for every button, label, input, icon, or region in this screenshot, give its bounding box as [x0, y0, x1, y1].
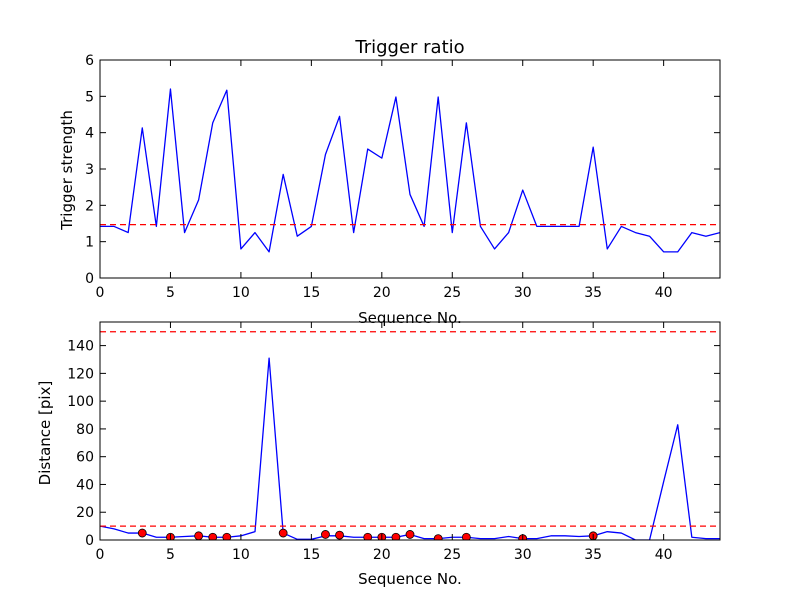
data-point-marker [335, 530, 344, 540]
y-tick-label: 20 [76, 505, 94, 521]
y-tick-label: 40 [76, 477, 94, 493]
x-tick-label: 35 [584, 285, 602, 301]
x-tick-label: 40 [655, 547, 673, 563]
y-tick-label: 120 [67, 366, 94, 382]
y-tick-label: 80 [76, 422, 94, 438]
x-tick-label: 40 [655, 285, 673, 301]
x-axis-label: Sequence No. [358, 570, 462, 588]
data-point-marker [194, 531, 204, 540]
x-tick-label: 5 [166, 547, 175, 563]
series-group [100, 88, 720, 253]
x-tick-label: 15 [302, 547, 320, 563]
chart-title: Trigger ratio [354, 37, 464, 58]
x-tick-label: 30 [514, 547, 532, 563]
x-tick-label: 10 [232, 285, 250, 301]
y-tick-label: 3 [85, 162, 94, 178]
x-tick-label: 0 [96, 285, 105, 301]
plot-area: 0 5 10 15 20 25 30 35 40 0 20 40 60 80 100 120 140 [67, 321, 721, 563]
series-group [100, 331, 720, 540]
y-tick-label: 140 [67, 339, 94, 355]
y-tick-label: 0 [85, 533, 94, 549]
data-point-marker [278, 528, 288, 538]
data-point-marker [321, 530, 330, 539]
data-point-marker [208, 532, 218, 540]
y-tick-label: 6 [85, 53, 94, 69]
x-tick-label: 20 [373, 547, 391, 563]
y-tick-label: 0 [85, 271, 94, 287]
data-point-marker [461, 532, 471, 540]
y-axis-label: Distance [pix] [36, 381, 54, 486]
series-line [100, 88, 720, 253]
data-point-marker [363, 532, 373, 540]
y-tick-label: 1 [85, 235, 94, 251]
y-axis-label: Trigger strength [58, 110, 76, 231]
y-tick-label: 60 [76, 450, 94, 466]
chart-distance: Sequence No. Distance [pix] 0 5 10 15 20 25 30… [36, 321, 721, 588]
axes-frame [99, 321, 721, 541]
y-tick-label: 4 [85, 126, 94, 142]
plot-area: 0 5 10 15 20 25 30 35 40 0 1 2 3 4 5 6 [85, 53, 721, 301]
data-point-marker [137, 528, 147, 538]
chart-trigger-ratio: Trigger ratio Sequence No. Trigger stren… [58, 37, 721, 327]
x-tick-label: 15 [302, 285, 320, 301]
data-point-marker [391, 532, 401, 540]
y-tick-label: 2 [85, 198, 94, 214]
y-tick-label: 5 [85, 89, 94, 105]
x-tick-label: 10 [232, 547, 250, 563]
x-tick-label: 35 [584, 547, 602, 563]
x-tick-label: 5 [166, 285, 175, 301]
data-point-marker [433, 534, 443, 540]
x-tick-label: 25 [443, 547, 461, 563]
x-tick-label: 20 [373, 285, 391, 301]
x-axis-label: Sequence No. [358, 309, 462, 327]
data-point-marker [405, 530, 415, 539]
x-tick-label: 25 [443, 285, 461, 301]
data-point-marker [222, 532, 232, 540]
x-tick-label: 0 [96, 547, 105, 563]
x-tick-label: 30 [514, 285, 532, 301]
y-tick-label: 100 [67, 394, 94, 410]
